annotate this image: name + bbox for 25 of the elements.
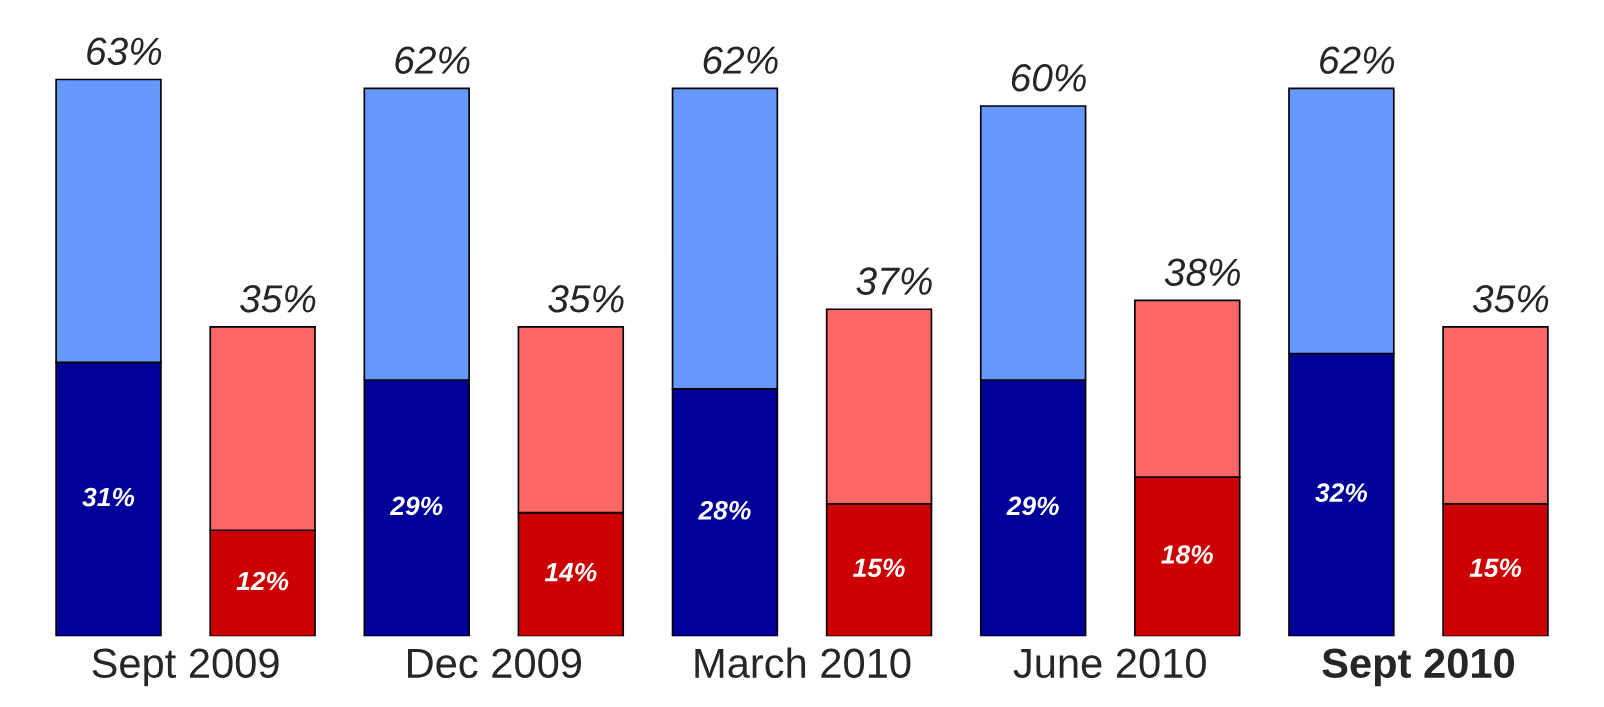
total-label: 63% <box>87 37 162 66</box>
total-label: 35% <box>1472 285 1549 313</box>
total-label: 60% <box>1011 64 1086 92</box>
text: Sept 2009 <box>92 648 279 687</box>
data-label: 15% <box>853 558 905 578</box>
text: March 2010 <box>695 647 911 679</box>
data-label: 31% <box>82 487 135 507</box>
total-label: 62% <box>395 46 470 74</box>
data-label: 32% <box>1315 483 1368 502</box>
data-label: 29% <box>1006 496 1059 516</box>
total-label: 38% <box>1164 258 1240 287</box>
data-label: 12% <box>236 571 289 591</box>
total-label: 35% <box>548 285 624 313</box>
data-label: 28% <box>698 500 751 520</box>
data-label: 15% <box>1469 558 1522 578</box>
total-label: 35% <box>240 285 316 313</box>
text: Dec 2009 <box>408 648 581 679</box>
text: June 2010 <box>1013 648 1206 679</box>
data-label: 14% <box>544 562 597 582</box>
total-label: 62% <box>703 46 778 74</box>
text: Sept 2010 <box>1322 648 1515 687</box>
total-label: 37% <box>856 267 932 295</box>
data-label: 18% <box>1161 545 1213 564</box>
total-label: 62% <box>1320 46 1395 74</box>
data-label: 29% <box>389 496 443 516</box>
